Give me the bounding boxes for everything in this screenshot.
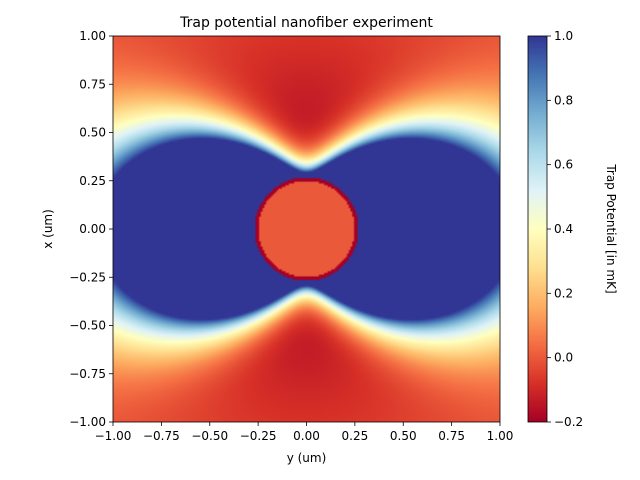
colorbar-ticks: 1.0 0.8 0.6 0.4 0.2 0.0 −0.2 — [547, 29, 583, 429]
colorbar-tick-label: −0.2 — [554, 415, 583, 429]
colorbar-tick-label: 0.8 — [554, 93, 573, 107]
colorbar-label: Trap Potential [in mK] — [604, 163, 618, 293]
heatmap-area — [113, 36, 500, 422]
y-axis-label: x (um) — [41, 209, 55, 249]
x-tick-label: −0.25 — [240, 429, 277, 443]
y-axis-ticks: 1.00 0.75 0.50 0.25 0.00 −0.25 −0.50 −0.75 −1.00 — [69, 29, 113, 429]
y-tick-label: 0.00 — [79, 222, 106, 236]
y-tick-label: 1.00 — [79, 29, 106, 43]
x-tick-label: 1.00 — [487, 429, 514, 443]
colorbar-tick-label: 1.0 — [554, 29, 573, 43]
colorbar-gradient — [528, 36, 547, 422]
chart-title: Trap potential nanofiber experiment — [179, 15, 433, 31]
colorbar-tick-label: 0.2 — [554, 286, 573, 300]
colorbar-tick-label: 0.0 — [554, 351, 573, 365]
x-tick-label: −1.00 — [95, 429, 132, 443]
y-tick-label: −0.75 — [69, 367, 106, 381]
x-tick-label: −0.75 — [143, 429, 180, 443]
y-tick-label: 0.75 — [79, 77, 106, 91]
x-tick-label: 0.50 — [390, 429, 417, 443]
x-tick-label: −0.50 — [191, 429, 228, 443]
colorbar: 1.0 0.8 0.6 0.4 0.2 0.0 −0.2 — [527, 29, 583, 429]
y-tick-label: −0.50 — [69, 319, 106, 333]
y-tick-label: 0.50 — [79, 126, 106, 140]
colorbar-tick-label: 0.6 — [554, 158, 573, 172]
colorbar-tick-label: 0.4 — [554, 222, 573, 236]
y-tick-label: −0.25 — [69, 270, 106, 284]
x-axis-ticks: −1.00 −0.75 −0.50 −0.25 0.00 0.25 0.50 0.75 1.00 — [95, 422, 514, 443]
heatmap-image — [113, 36, 500, 422]
x-axis-label: y (um) — [287, 451, 327, 465]
y-tick-label: 0.25 — [79, 174, 106, 188]
y-tick-label: −1.00 — [69, 415, 106, 429]
x-tick-label: 0.25 — [342, 429, 369, 443]
x-tick-label: 0.75 — [438, 429, 465, 443]
x-tick-label: 0.00 — [293, 429, 320, 443]
